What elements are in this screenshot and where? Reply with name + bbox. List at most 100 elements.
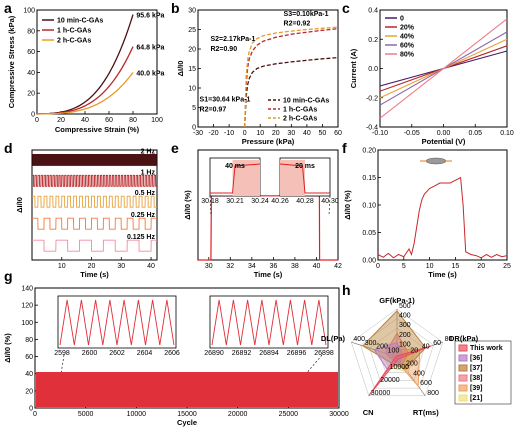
radar-axis-label: RT(ms): [413, 408, 439, 417]
device-icon: [425, 157, 447, 165]
radar-legend-label: [21]: [470, 395, 482, 402]
panel-g-inset-xtick-label: 26890: [204, 350, 224, 357]
panel-g-inset-xtick-label: 2600: [82, 350, 98, 357]
panel-f-xtick-label: 15: [452, 263, 460, 270]
radar-tick-label: 500: [399, 303, 411, 310]
radar-grid: [351, 308, 443, 397]
radar-axis-label: GF(kPa-1): [379, 296, 415, 305]
panel-d-series-label: 1 Hz: [141, 169, 156, 176]
panel-f-ytick-label: 0.15: [362, 175, 376, 182]
panel-d-series-label: 0.125 Hz: [127, 234, 156, 241]
panel-g-connector: [307, 354, 323, 373]
panel-c-xtick-label: 0.00: [437, 130, 451, 137]
radar-grid: [378, 337, 416, 373]
panel-b-series-line: [244, 28, 339, 128]
panel-g-xtick-label: 0: [33, 411, 37, 418]
radar-tick-label: 300: [365, 340, 377, 347]
panel-e-connector: [328, 195, 331, 216]
radar-axis-label: DL(Pa): [321, 334, 346, 343]
panel-b-ytick-label: 5: [192, 105, 196, 112]
panel-d-xtick-label: 20: [88, 263, 96, 270]
radar-tick-label: 200: [399, 332, 411, 339]
radar-legend-swatch: [458, 364, 468, 372]
panel-a-annotation: 95.6 kPa: [136, 13, 164, 20]
panel-f-ytick-label: 0.10: [362, 203, 376, 210]
panel-e-series-line: [198, 195, 338, 261]
radar-legend-swatch: [458, 384, 468, 392]
panel-e-xtick-label: 42: [334, 263, 342, 270]
radar-tick-label: 20000: [380, 377, 400, 384]
radar-tick-label: 400: [353, 336, 365, 343]
panel-g-ytick-label: 60: [25, 354, 33, 361]
panel-e-inset-xtick-label: 40.30: [321, 198, 339, 205]
panel-e-inset-xtick-label: 40.28: [296, 198, 314, 205]
panel-d-series-line: [32, 239, 157, 252]
radar-legend-swatch: [458, 344, 468, 352]
panel-g-inset-xtick-label: 2598: [54, 350, 70, 357]
panel-b-xlabel: Pressure (kPa): [242, 137, 295, 146]
panel-f-ytick-label: 0.05: [362, 230, 376, 237]
panel-d-ylabel: ΔI/I0: [15, 197, 24, 213]
radar-tick-label: 200: [406, 361, 418, 368]
panel-g-inset-xtick-label: 26894: [259, 350, 279, 357]
radar-series-area: [379, 344, 415, 373]
radar-legend-swatch: [458, 394, 468, 402]
panel-d-series-line: [32, 174, 157, 187]
panel-a-xtick-label: 40: [81, 117, 89, 124]
panel-g-signal-band: [36, 372, 338, 407]
radar-legend-label: [38]: [470, 375, 482, 382]
panel-g-inset-xtick-label: 2604: [137, 350, 153, 357]
panel-label-e: e: [171, 140, 179, 156]
panel-b-ytick-label: 30: [188, 8, 196, 15]
panel-a-series-line: [37, 72, 134, 115]
panel-e-inset-label: 20 ms: [295, 163, 315, 170]
panel-e-inset-xtick-label: 40.26: [271, 198, 289, 205]
panel-f-ytick-label: 0.20: [362, 148, 376, 155]
panel-label-f: f: [342, 140, 347, 156]
panel-g-inset-xtick-label: 2606: [164, 350, 180, 357]
radar-legend-label: This work: [470, 345, 503, 352]
panel-b-xtick-label: -30: [193, 130, 203, 137]
radar-tick-label: 80: [445, 336, 453, 343]
panel-d-xtick-label: 10: [58, 263, 66, 270]
panel-f-series-line: [377, 176, 508, 259]
panel-g-xlabel: Cycle: [177, 418, 197, 427]
panel-a-legend-label: 2 h-C-GAs: [57, 38, 91, 45]
panel-c-xlabel: Potential (V): [422, 137, 466, 146]
panel-g-ytick-label: 120: [21, 303, 33, 310]
panel-g-connector: [61, 354, 65, 373]
radar-tick-label: 200: [376, 344, 388, 351]
panel-b-xtick-label: -10: [224, 130, 234, 137]
radar-tick-label: 300: [399, 322, 411, 329]
panel-c-legend-label: 40%: [400, 34, 415, 41]
panel-c-xtick-label: -0.10: [372, 130, 388, 137]
radar-grid: [387, 347, 407, 366]
panel-d-xlabel: Time (s): [80, 270, 109, 279]
radar-grid: [369, 327, 425, 381]
panel-a-legend-label: 10 min-C-GAs: [57, 18, 103, 25]
panel-a-ylabel: Compressive Stress (kPa): [7, 15, 16, 108]
panel-b-annotation: S2=2.17kPa-1: [210, 36, 255, 43]
radar-legend-frame: [454, 340, 512, 405]
panel-e-xtick-label: 30: [205, 263, 213, 270]
panel-g-ytick-label: 140: [21, 286, 33, 293]
panel-g-inset-line: [211, 299, 327, 346]
radar-legend-label: [36]: [470, 355, 482, 362]
panel-e-connector: [209, 195, 212, 216]
panel-a-ytick-label: 0: [31, 112, 35, 119]
panel-a-ytick-label: 100: [23, 8, 35, 15]
panel-d-series-label: 0.5 Hz: [135, 190, 156, 197]
panel-d-series-label: 2 Hz: [141, 148, 156, 155]
radar-axis-label: DR(kPa): [449, 334, 479, 343]
panel-f-xtick-label: 25: [503, 263, 511, 270]
panel-label-d: d: [4, 140, 13, 156]
radar-grid: [360, 318, 434, 389]
radar-tick-label: 40: [422, 344, 430, 351]
panel-f-xtick-label: 5: [402, 263, 406, 270]
radar-legend-label: [39]: [470, 385, 482, 392]
panel-e-inset-xtick-label: 30.21: [226, 198, 244, 205]
panel-a-ytick-label: 20: [27, 91, 35, 98]
panel-d-series-label: 0.25 Hz: [131, 212, 156, 219]
panel-f-ytick-label: 0.00: [362, 258, 376, 265]
panel-label-a: a: [4, 0, 12, 16]
